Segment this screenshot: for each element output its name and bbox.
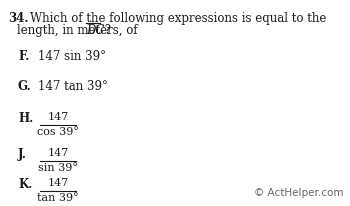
Text: DC: DC [86, 24, 104, 37]
Text: F.: F. [18, 50, 29, 63]
Text: 147: 147 [47, 112, 69, 122]
Text: K.: K. [18, 178, 32, 191]
Text: 147: 147 [47, 148, 69, 158]
Text: G.: G. [18, 80, 32, 93]
Text: tan 39°: tan 39° [37, 193, 79, 203]
Text: © ActHelper.com: © ActHelper.com [254, 188, 344, 198]
Text: 34.: 34. [8, 12, 28, 25]
Text: 147 sin 39°: 147 sin 39° [38, 50, 106, 63]
Text: H.: H. [18, 112, 33, 125]
Text: 147: 147 [47, 178, 69, 188]
Text: ?: ? [101, 24, 111, 37]
Text: J.: J. [18, 148, 27, 161]
Text: 147 tan 39°: 147 tan 39° [38, 80, 108, 93]
Text: cos 39°: cos 39° [37, 127, 79, 137]
Text: Which of the following expressions is equal to the: Which of the following expressions is eq… [30, 12, 326, 25]
Text: sin 39°: sin 39° [38, 163, 78, 173]
Text: length, in meters, of: length, in meters, of [17, 24, 141, 37]
